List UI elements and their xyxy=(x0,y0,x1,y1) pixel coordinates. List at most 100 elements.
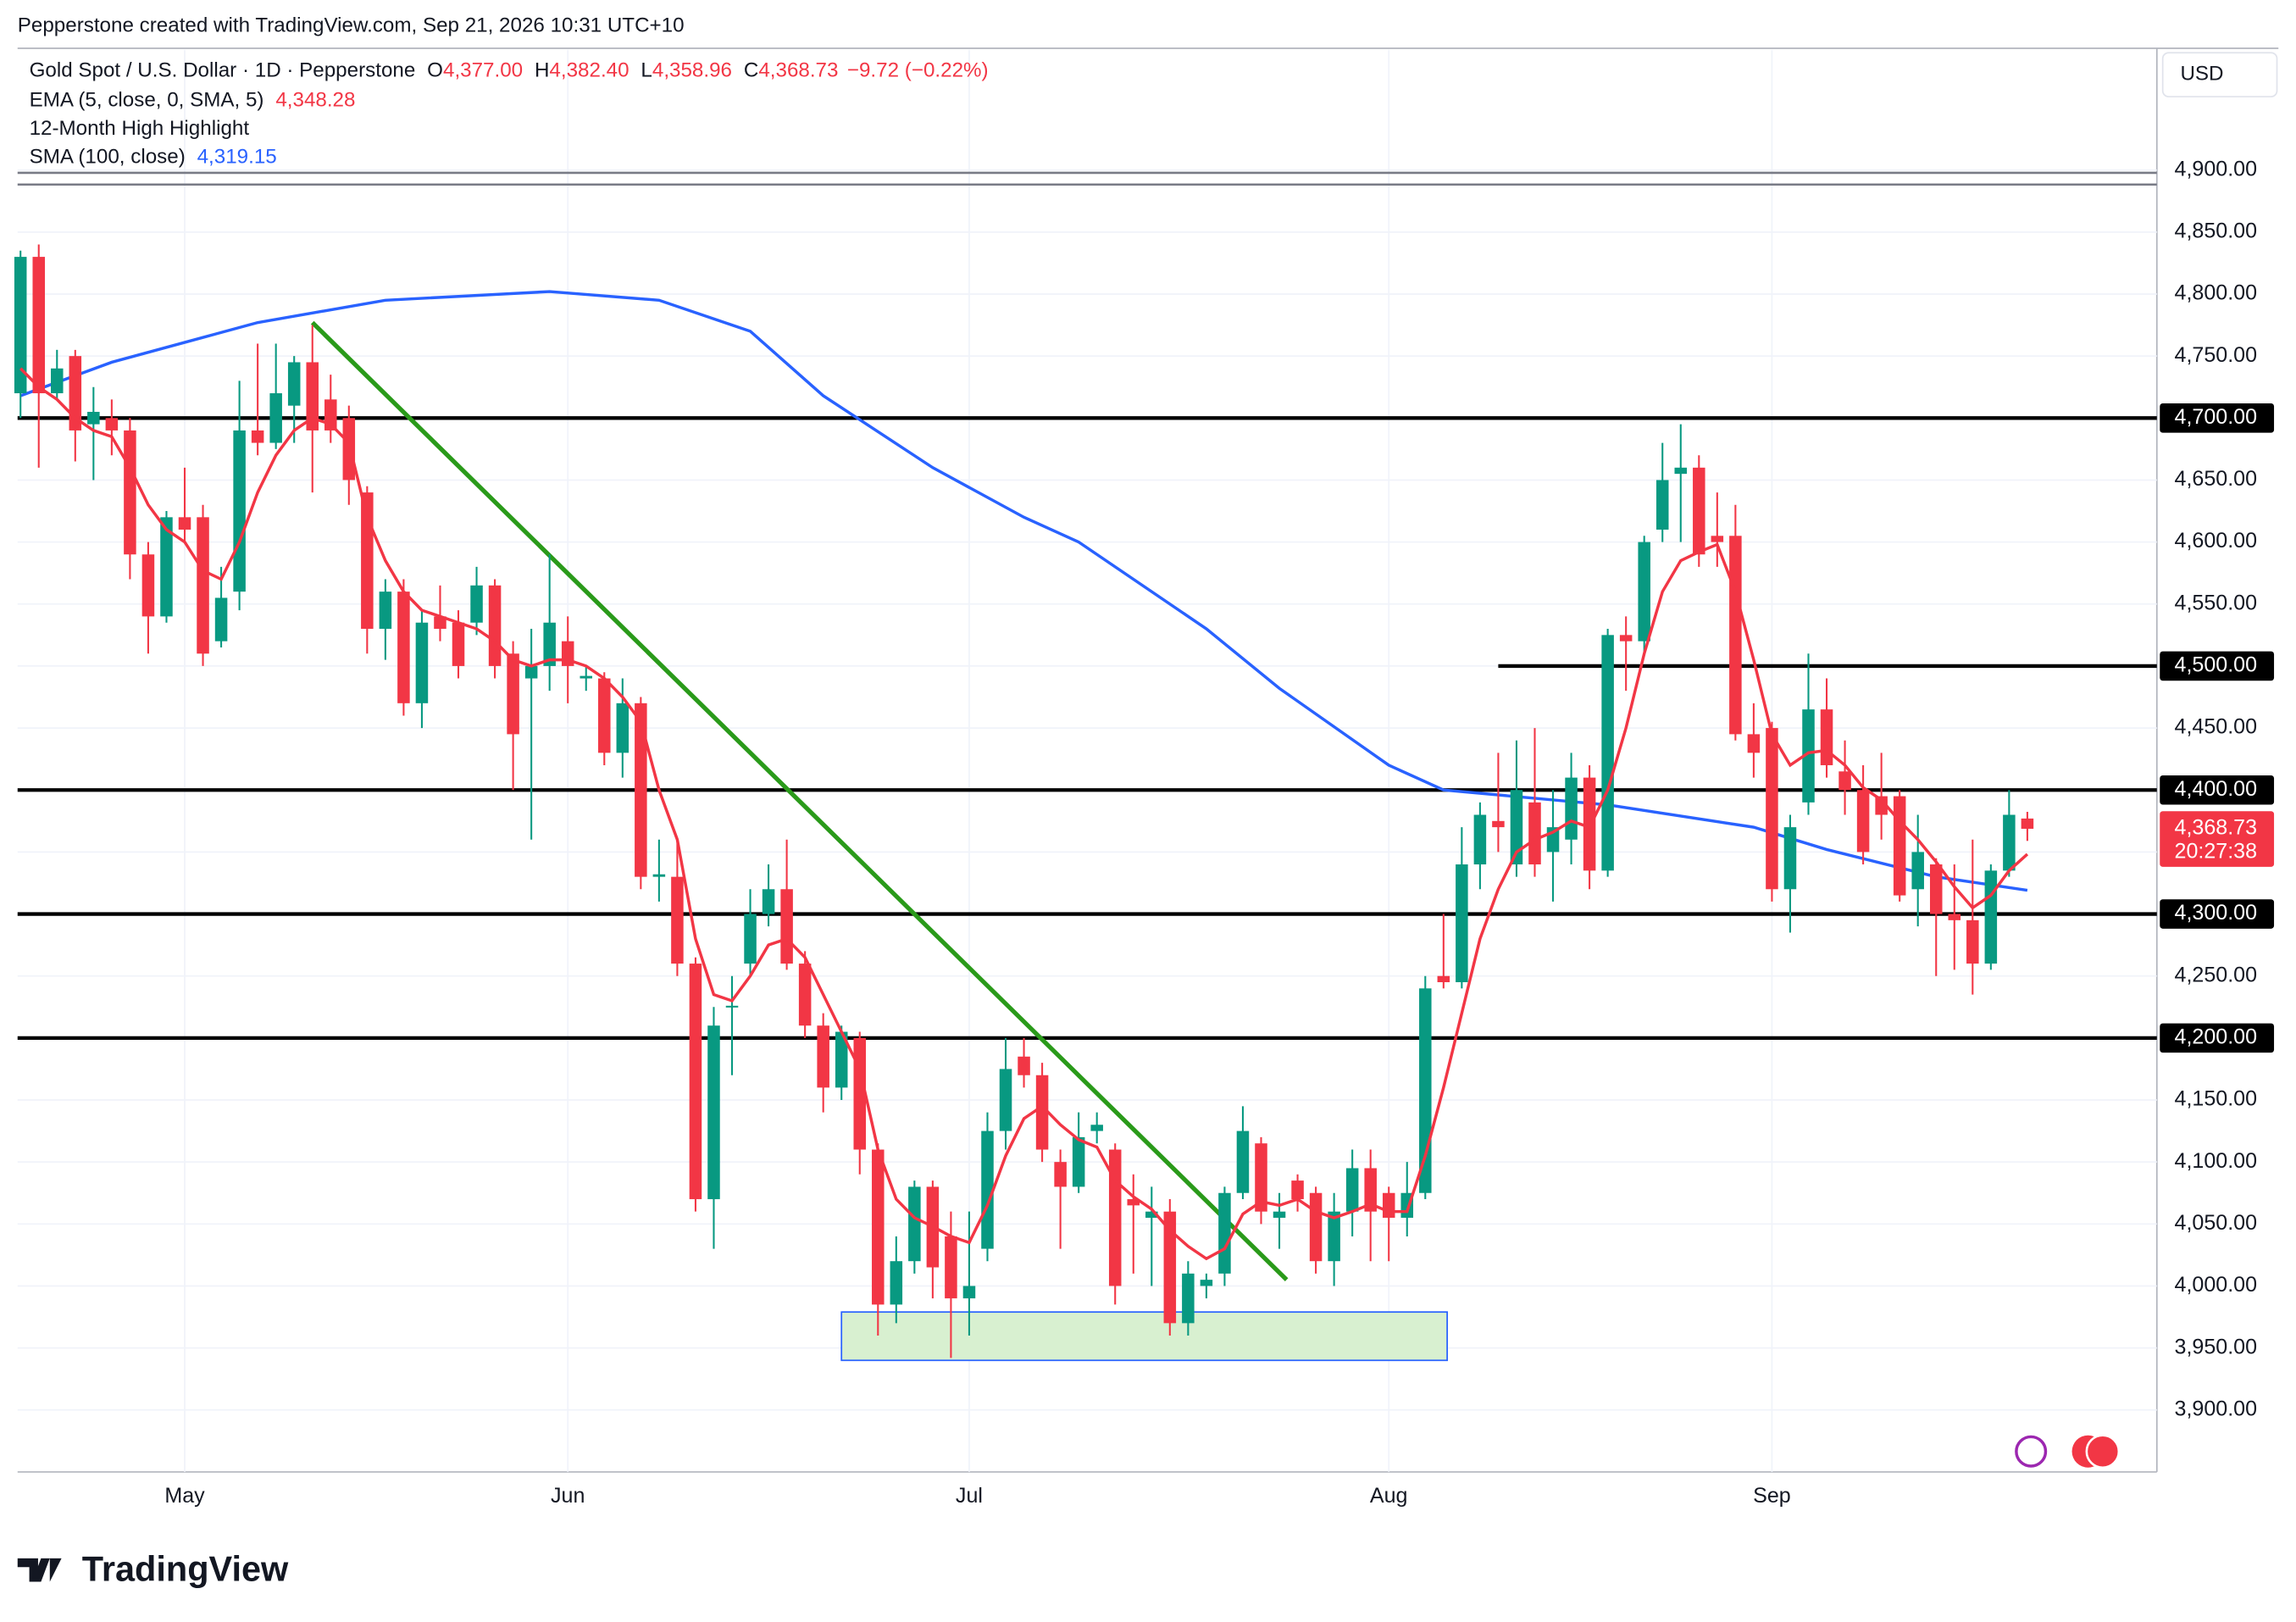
candle-body xyxy=(251,430,264,443)
y-tick-label: 4,600.00 xyxy=(2175,529,2258,553)
level-label-box xyxy=(2160,403,2275,433)
last-price: 4,368.73 xyxy=(2175,816,2258,840)
candle-body xyxy=(1182,1273,1195,1324)
currency[interactable]: USD xyxy=(2180,63,2223,86)
candle-body xyxy=(1456,864,1468,983)
y-tick-label: 4,450.00 xyxy=(2175,715,2258,739)
ohlc-value: 4,377.00 xyxy=(443,59,523,82)
candle-body xyxy=(689,964,702,1200)
indicator-value: 4,319.15 xyxy=(197,146,277,169)
candle-body xyxy=(1163,1211,1177,1324)
candle-body xyxy=(1911,852,1924,890)
candle-body xyxy=(507,653,519,735)
y-tick-label: 3,900.00 xyxy=(2175,1397,2258,1420)
indicator-name: SMA (100, close) xyxy=(30,146,186,169)
candle-body xyxy=(1255,1143,1267,1212)
level-label-box xyxy=(2160,775,2275,805)
indicator-legend: SMA (100, close) 4,319.15 xyxy=(30,146,277,169)
candle-body xyxy=(1419,988,1432,1193)
candle-body xyxy=(124,430,136,555)
candle-body xyxy=(488,585,502,666)
candle-body xyxy=(1856,790,1870,853)
y-tick-label: 4,650.00 xyxy=(2175,467,2258,491)
sma-line xyxy=(19,290,2028,892)
y-tick-label: 4,550.00 xyxy=(2175,591,2258,614)
candle-body xyxy=(1619,635,1633,642)
candle-body xyxy=(434,616,446,630)
candle-body xyxy=(598,678,611,753)
level-label-box xyxy=(2160,1023,2275,1053)
candle-body xyxy=(580,675,593,679)
y-tick-label: 4,400.00 xyxy=(2175,777,2258,801)
y-tick-label: 4,150.00 xyxy=(2175,1087,2258,1111)
icon[interactable] xyxy=(2085,1434,2121,1469)
candle-body xyxy=(1875,796,1888,815)
candle-body xyxy=(397,592,410,703)
ohlc-label: L xyxy=(641,59,652,82)
candle-body xyxy=(1528,802,1541,865)
brand-icon xyxy=(17,1558,62,1582)
candle-body xyxy=(1601,635,1614,871)
y-tick-label: 4,000.00 xyxy=(2175,1273,2258,1297)
indicator-legend: 12-Month High Highlight xyxy=(30,117,250,140)
plot-area xyxy=(14,49,2157,1472)
ohlc-value: 4,358.96 xyxy=(652,59,732,82)
candle-body xyxy=(141,554,155,617)
x-tick-label: May xyxy=(164,1484,205,1508)
candle-body xyxy=(707,1025,720,1200)
ohlc-value: 4,382.40 xyxy=(549,59,629,82)
candle-body xyxy=(1218,1192,1231,1274)
candle-body xyxy=(1510,790,1523,865)
brand-name: TradingView xyxy=(82,1548,289,1588)
y-tick-label: 4,700.00 xyxy=(2175,405,2258,429)
candle-body xyxy=(470,585,483,623)
candle-body xyxy=(981,1130,994,1249)
x-tick-label: Jun xyxy=(551,1484,585,1508)
candle-body xyxy=(1783,827,1797,890)
y-tick-label: 4,800.00 xyxy=(2175,281,2258,305)
last-price-box xyxy=(2160,811,2275,867)
candle-body xyxy=(1236,1130,1250,1193)
candle-body xyxy=(1200,1280,1213,1286)
candle-body xyxy=(379,592,392,630)
candle-body xyxy=(1309,1192,1323,1262)
candle-body xyxy=(1565,777,1578,840)
candle-body xyxy=(1638,542,1650,642)
candle-body xyxy=(1929,864,1943,914)
candle-body xyxy=(51,368,64,394)
trendline xyxy=(310,320,1289,1282)
candle-body xyxy=(1674,467,1688,475)
icon[interactable] xyxy=(2015,1435,2048,1468)
toolbar-icons[interactable] xyxy=(2015,1434,2121,1469)
brand-logo: TradingView xyxy=(17,1548,289,1588)
y-tick-label: 4,850.00 xyxy=(2175,219,2258,242)
currency-box[interactable] xyxy=(2161,52,2278,97)
candle-body xyxy=(105,418,119,430)
attribution: Pepperstone created with TradingView.com… xyxy=(18,14,685,36)
x-tick-label: Jul xyxy=(956,1484,983,1508)
y-tick-label: 4,100.00 xyxy=(2175,1149,2258,1173)
x-tick-label: Aug xyxy=(1370,1484,1408,1508)
ohlc-label: H xyxy=(535,59,549,82)
candle-body xyxy=(744,914,757,964)
symbol-title: Gold Spot / U.S. Dollar · 1D · Peppersto… xyxy=(30,59,416,82)
candle-body xyxy=(178,517,191,530)
candle-body xyxy=(524,665,538,679)
symbol-legend: Gold Spot / U.S. Dollar · 1D · Peppersto… xyxy=(30,59,989,82)
candle-body xyxy=(214,597,228,642)
candle-body xyxy=(1090,1125,1103,1131)
candle-body xyxy=(1473,814,1487,865)
candle-body xyxy=(652,874,666,877)
support-zone xyxy=(840,1311,1448,1362)
candle-body xyxy=(962,1286,976,1299)
level-label-box xyxy=(2160,651,2275,681)
indicator-legend: EMA (5, close, 0, SMA, 5) 4,348.28 xyxy=(30,89,356,112)
ohlc-value: 4,368.73 xyxy=(758,59,838,82)
candle-body xyxy=(671,876,684,964)
candle-body xyxy=(1747,734,1761,753)
candle-body xyxy=(780,889,793,964)
candle-body xyxy=(872,1149,885,1305)
candle-body xyxy=(87,411,100,425)
candle-body xyxy=(798,964,812,1026)
